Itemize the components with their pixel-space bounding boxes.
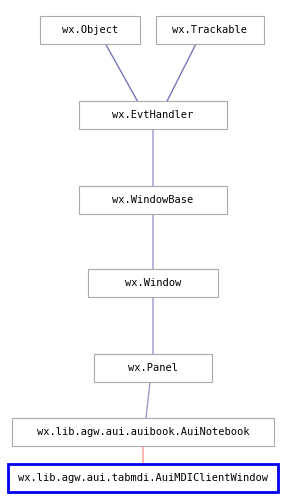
Bar [8, 464, 278, 492]
Bar [94, 354, 212, 382]
Bar [156, 16, 264, 44]
Bar [12, 418, 274, 446]
Bar [79, 101, 227, 129]
Text: wx.Panel: wx.Panel [128, 363, 178, 373]
Bar [88, 269, 218, 297]
Text: wx.Window: wx.Window [125, 278, 181, 288]
Text: wx.lib.agw.aui.auibook.AuiNotebook: wx.lib.agw.aui.auibook.AuiNotebook [37, 427, 249, 437]
Text: wx.Trackable: wx.Trackable [172, 25, 247, 35]
Text: wx.Object: wx.Object [62, 25, 118, 35]
Bar [40, 16, 140, 44]
Text: wx.WindowBase: wx.WindowBase [112, 195, 194, 205]
Text: wx.lib.agw.aui.tabmdi.AuiMDIClientWindow: wx.lib.agw.aui.tabmdi.AuiMDIClientWindow [18, 473, 268, 483]
Text: wx.EvtHandler: wx.EvtHandler [112, 110, 194, 120]
Bar [79, 186, 227, 214]
